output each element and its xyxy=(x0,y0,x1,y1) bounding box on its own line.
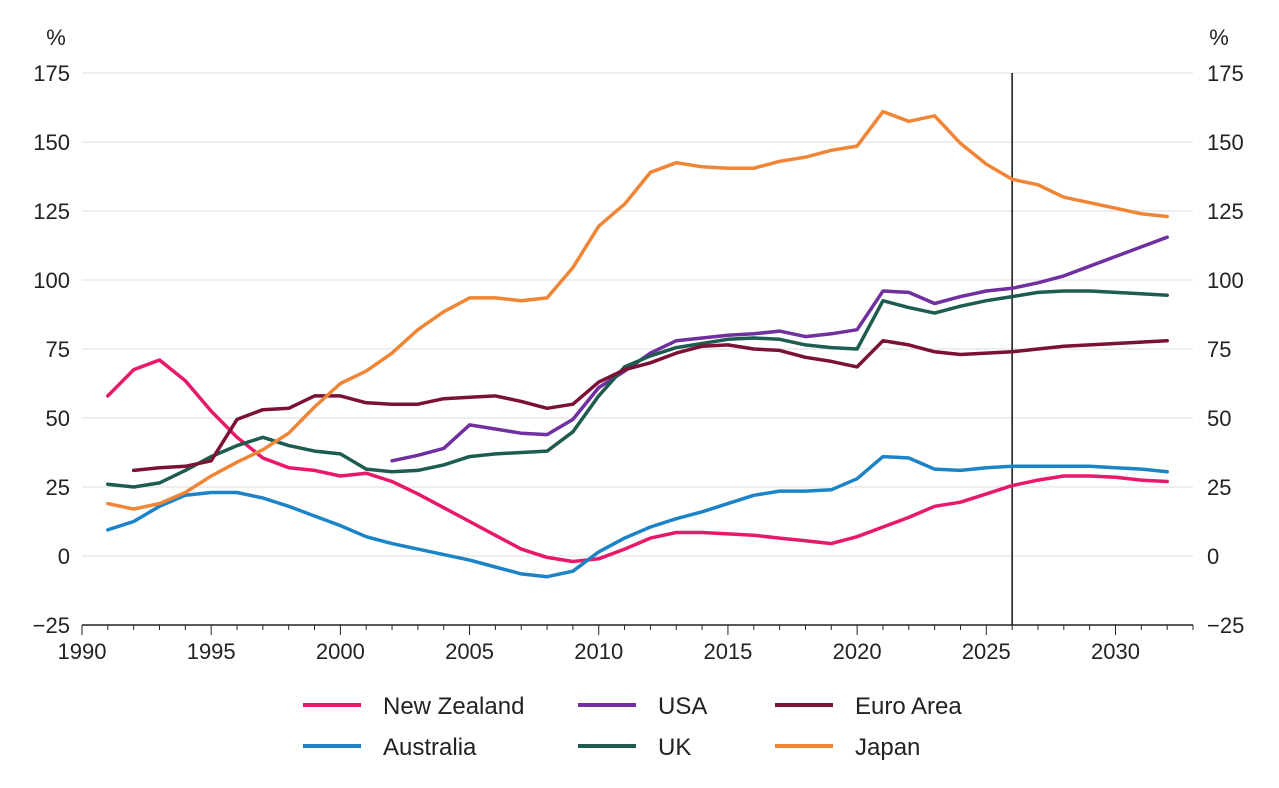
legend: New Zealand USA Euro Area Australia UK Japan xyxy=(303,693,962,761)
y-tick-label-left: 175 xyxy=(33,61,70,86)
x-tick-label: 2015 xyxy=(703,639,752,664)
series-line-new-zealand xyxy=(106,358,1169,564)
x-tick-label: 2005 xyxy=(445,639,494,664)
x-tick-label: 2010 xyxy=(574,639,623,664)
series-line-euro-area xyxy=(131,338,1169,473)
y-tick-label-left: 50 xyxy=(46,406,70,431)
series-lines xyxy=(106,109,1169,579)
y-tick-label-left: 0 xyxy=(58,544,70,569)
x-tick-label: 2025 xyxy=(962,639,1011,664)
axes xyxy=(81,73,1194,635)
left-axis-unit: % xyxy=(46,25,66,50)
x-tick-label: 1990 xyxy=(58,639,107,664)
x-tick-label: 2030 xyxy=(1091,639,1140,664)
y-tick-label-left: 125 xyxy=(33,199,70,224)
series-line-australia xyxy=(106,454,1169,579)
tick-labels: −25 −25 0 0 25 25 50 50 75 75 100 100 125 125 150 150 17… xyxy=(33,61,1245,664)
right-axis-unit: % xyxy=(1209,25,1229,50)
series-line-usa xyxy=(390,235,1169,463)
y-tick-label-right: 50 xyxy=(1207,406,1231,431)
x-tick-label: 2000 xyxy=(316,639,365,664)
x-tick-label: 1995 xyxy=(187,639,236,664)
legend-label: Australia xyxy=(383,734,477,761)
y-tick-label-left: 100 xyxy=(33,268,70,293)
y-tick-label-right: 75 xyxy=(1207,337,1231,362)
gridlines xyxy=(82,72,1193,557)
y-tick-label-right: −25 xyxy=(1207,613,1244,638)
x-tick-label: 2020 xyxy=(833,639,882,664)
legend-label: Euro Area xyxy=(855,693,962,720)
y-tick-label-left: 150 xyxy=(33,130,70,155)
legend-label: New Zealand xyxy=(383,693,524,720)
y-tick-label-left: −25 xyxy=(33,613,70,638)
series-line-japan xyxy=(106,109,1169,511)
y-tick-label-right: 125 xyxy=(1207,199,1244,224)
y-tick-label-right: 25 xyxy=(1207,475,1231,500)
y-tick-label-right: 0 xyxy=(1207,544,1219,569)
legend-label: USA xyxy=(658,693,707,720)
series-line-uk xyxy=(106,289,1169,489)
legend-label: UK xyxy=(658,734,691,761)
y-tick-label-left: 75 xyxy=(46,337,70,362)
y-tick-label-right: 100 xyxy=(1207,268,1244,293)
y-tick-label-left: 25 xyxy=(46,475,70,500)
legend-label: Japan xyxy=(855,734,920,761)
y-tick-label-right: 175 xyxy=(1207,61,1244,86)
y-tick-label-right: 150 xyxy=(1207,130,1244,155)
